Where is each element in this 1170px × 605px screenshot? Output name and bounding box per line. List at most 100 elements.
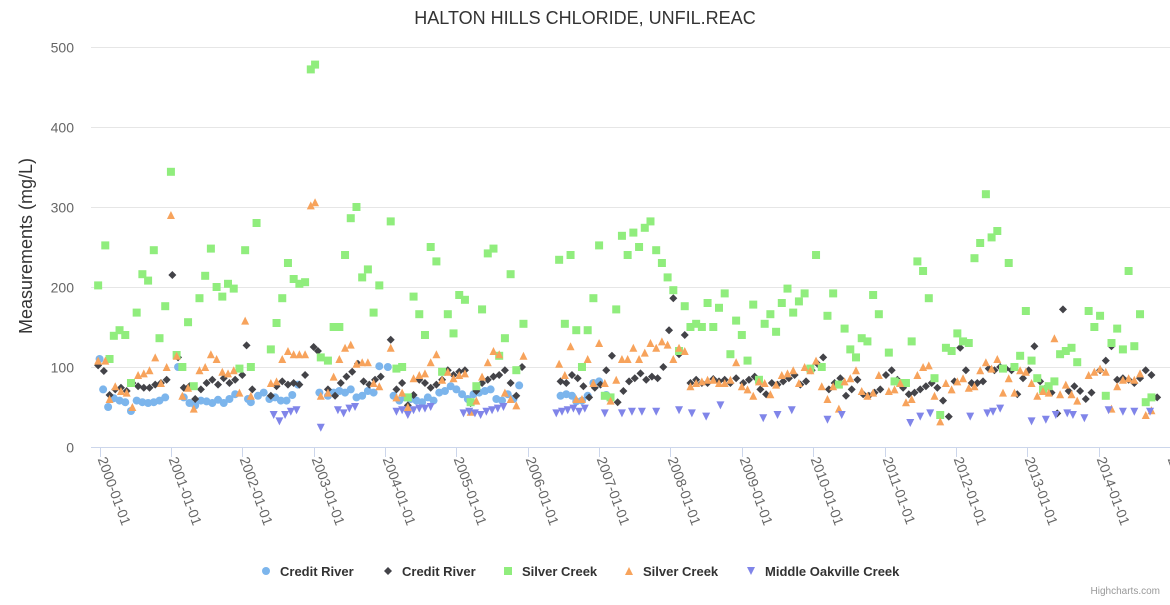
data-point[interactable] [881,371,890,379]
data-point[interactable] [1076,387,1085,395]
data-point[interactable] [913,371,922,379]
data-point[interactable] [196,385,205,394]
data-point[interactable] [1081,395,1090,403]
data-point[interactable] [636,369,645,378]
data-point[interactable] [339,409,348,418]
data-point[interactable] [289,379,298,387]
data-point[interactable] [134,382,143,391]
legend-symbol[interactable] [262,567,270,575]
data-point[interactable] [1050,377,1059,386]
data-point[interactable] [375,362,384,371]
data-point[interactable] [802,377,811,386]
data-point[interactable] [625,377,634,386]
data-point[interactable] [930,391,939,400]
data-point[interactable] [583,355,592,363]
data-point[interactable] [976,239,985,247]
data-point[interactable] [823,395,832,403]
data-point[interactable] [1130,375,1139,384]
data-point[interactable] [573,374,582,383]
data-point[interactable] [403,403,412,411]
data-point[interactable] [195,366,204,375]
data-point[interactable] [306,65,315,74]
data-point[interactable] [109,331,118,340]
data-point[interactable] [989,407,998,416]
data-point[interactable] [121,331,130,339]
data-point[interactable] [329,323,338,331]
data-point[interactable] [201,271,210,280]
data-point[interactable] [840,377,849,386]
data-point[interactable] [1021,367,1030,376]
data-point[interactable] [953,329,962,338]
data-point[interactable] [144,276,153,285]
data-point[interactable] [579,382,588,391]
data-point[interactable] [806,366,815,375]
data-point[interactable] [665,326,674,335]
data-point[interactable] [607,351,616,360]
data-point[interactable] [709,375,718,384]
data-point[interactable] [172,351,181,360]
data-point[interactable] [369,379,378,387]
data-point[interactable] [783,284,792,293]
data-point[interactable] [499,403,508,411]
data-point[interactable] [295,350,304,359]
data-point[interactable] [272,377,281,386]
data-point[interactable] [329,372,338,381]
data-point[interactable] [572,326,581,335]
legend-symbol[interactable] [384,567,392,575]
data-point[interactable] [732,358,741,367]
data-point[interactable] [195,294,204,303]
data-point[interactable] [619,387,628,395]
data-point[interactable] [1118,345,1127,354]
data-point[interactable] [1021,307,1030,315]
data-point[interactable] [101,356,110,365]
data-point[interactable] [921,382,930,391]
data-point[interactable] [766,310,775,319]
data-point[interactable] [732,316,741,325]
data-point[interactable] [857,387,866,395]
data-point[interactable] [122,388,131,397]
data-point[interactable] [560,319,569,328]
data-point[interactable] [139,369,148,378]
data-point[interactable] [363,265,372,274]
data-point[interactable] [981,190,990,199]
data-point[interactable] [1044,388,1053,397]
data-point[interactable] [1058,305,1067,314]
data-point[interactable] [1027,379,1036,387]
data-point[interactable] [301,350,310,359]
data-point[interactable] [478,372,487,381]
data-point[interactable] [714,303,723,312]
data-point[interactable] [369,308,378,317]
data-point[interactable] [241,316,250,325]
data-point[interactable] [1056,390,1065,399]
data-point[interactable] [772,380,781,389]
data-point[interactable] [901,379,910,387]
data-point[interactable] [138,270,147,279]
data-point[interactable] [241,246,250,255]
data-point[interactable] [286,407,295,416]
data-point[interactable] [783,369,792,378]
data-point[interactable] [1016,351,1025,360]
data-point[interactable] [577,395,586,403]
data-point[interactable] [716,401,725,410]
data-point[interactable] [214,380,223,389]
data-point[interactable] [1113,375,1122,384]
data-point[interactable] [930,374,939,383]
data-point[interactable] [168,271,177,279]
data-point[interactable] [1101,391,1110,400]
data-point[interactable] [589,379,598,387]
data-point[interactable] [449,329,458,338]
data-point[interactable] [627,407,636,416]
data-point[interactable] [375,281,384,290]
data-point[interactable] [184,318,193,327]
data-point[interactable] [737,331,746,339]
data-point[interactable] [415,404,424,413]
data-point[interactable] [301,278,310,287]
data-point[interactable] [600,379,609,387]
data-point[interactable] [1096,311,1105,320]
data-point[interactable] [311,198,320,207]
data-point[interactable] [577,363,586,371]
data-point[interactable] [1004,374,1013,383]
data-point[interactable] [562,379,571,387]
data-point[interactable] [583,326,592,335]
data-point[interactable] [602,366,611,375]
